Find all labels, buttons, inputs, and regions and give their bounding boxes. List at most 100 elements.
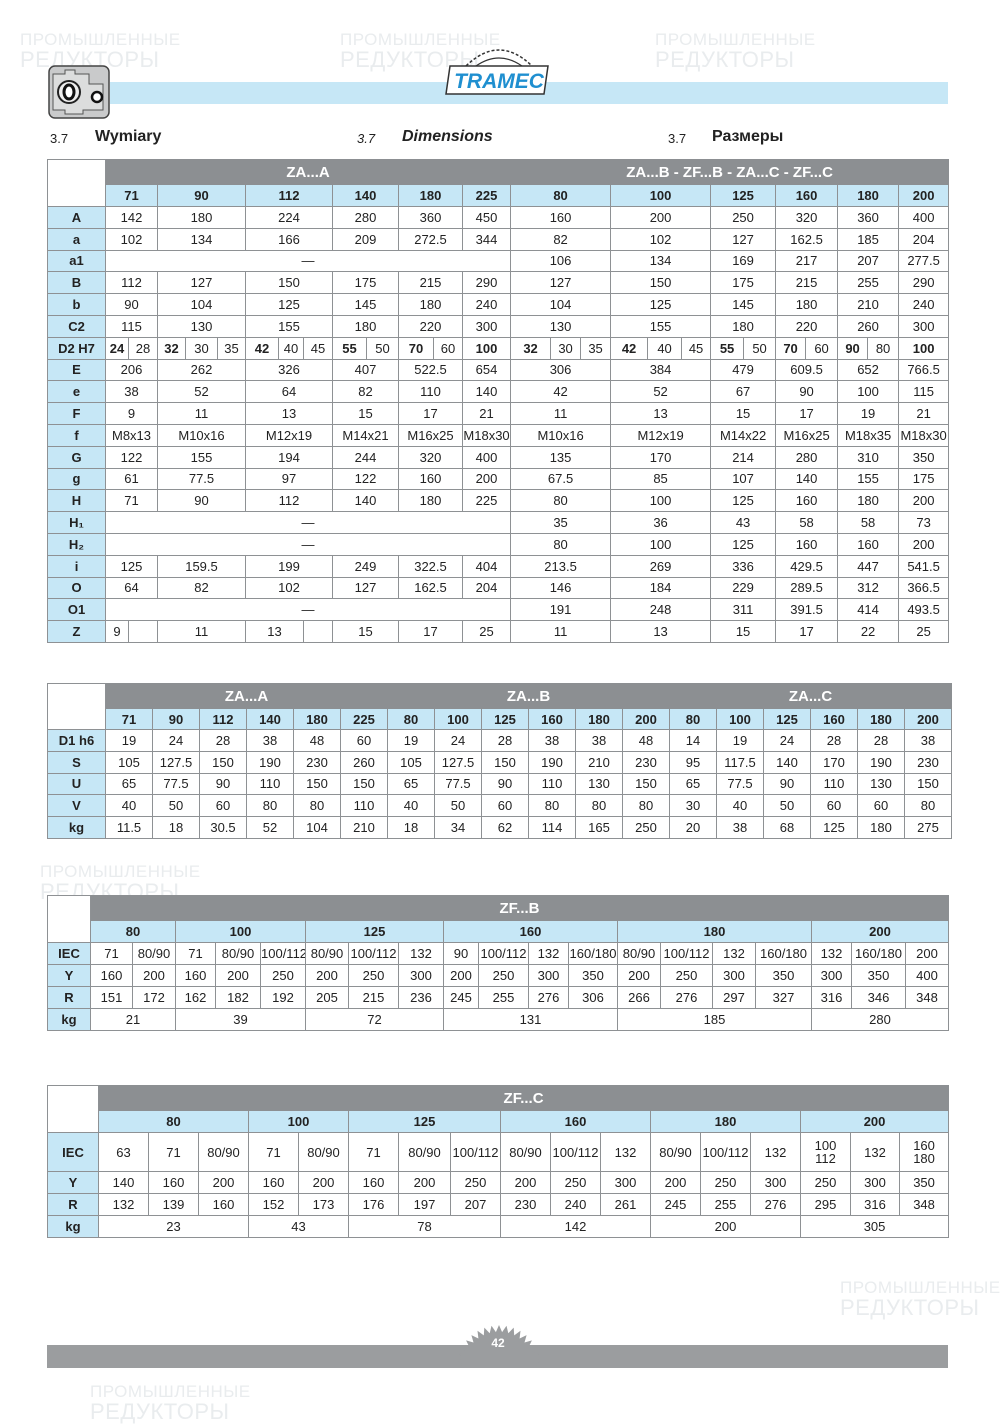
table-cell: 30 — [185, 336, 218, 360]
table-cell: 125 — [810, 816, 858, 839]
table-cell: 15 — [332, 620, 399, 643]
table-cell: 139 — [148, 1193, 199, 1216]
table-corner — [47, 895, 91, 943]
row-label: Y — [47, 1171, 99, 1194]
table-cell: 152 — [248, 1193, 299, 1216]
table-cell: 140 — [332, 489, 399, 513]
size-header-row: 71 90 112 140 180 225 80 100 125 160 180 200 80 100 12… — [48, 708, 952, 730]
size-header-row: 80 100 125 160 180 200 — [48, 1110, 950, 1133]
table-cell: 151 — [90, 986, 133, 1009]
table-cell: 28 — [810, 729, 858, 752]
table-cell: 40 — [278, 336, 304, 360]
table-cell: 200 — [650, 1215, 801, 1238]
table-cell: 200 — [650, 1171, 701, 1194]
table-cell: 140 — [98, 1171, 149, 1194]
table-cell: 100 — [898, 336, 950, 360]
group-header: ZA...A — [105, 683, 388, 709]
row-label: kg — [47, 1215, 99, 1238]
row-label: S — [47, 750, 106, 774]
row-label: H — [47, 489, 106, 513]
table-cell: 13 — [610, 620, 712, 643]
table-cell: 125 — [245, 293, 333, 316]
table-cell: 45 — [303, 336, 333, 360]
table-cell: 190 — [528, 750, 576, 774]
table-cell: 155 — [245, 314, 333, 338]
table-cell: 200 — [443, 964, 479, 987]
table-cell: 185 — [837, 227, 900, 251]
table-cell: 160 — [90, 964, 133, 987]
table-cell: 131 — [443, 1008, 618, 1031]
table-row: C2 115 130 155 180 220 300 130 155 180 220 260 300 — [47, 314, 950, 338]
size-header: 80 — [387, 708, 435, 730]
table-cell: 60 — [481, 794, 529, 818]
table-cell: 102 — [245, 576, 333, 600]
table-cell: 160 — [175, 964, 216, 987]
table-cell: 71 — [175, 942, 216, 965]
watermark: ПРОМЫШЛЕННЫЕ РЕДУКТОРЫ — [655, 30, 816, 72]
size-header: 80 — [510, 184, 612, 207]
row-label: H₂ — [47, 532, 106, 556]
row-label: C2 — [47, 314, 106, 338]
table-cell: 175 — [898, 467, 950, 491]
table-cell: 38 — [528, 729, 576, 752]
zf-b-iec-table: ZF...B 80 100 125 160 180 200 IEC 71 80/90 71 80/90… — [47, 895, 950, 1031]
table-cell: 160 — [198, 1193, 249, 1216]
table-cell: 312 — [837, 576, 900, 600]
table-cell: 493.5 — [898, 598, 950, 622]
table-cell: 11.5 — [105, 816, 153, 839]
size-header: 180 — [650, 1110, 801, 1133]
table-cell: 115 — [898, 380, 950, 404]
group-header: ZA...B — [387, 683, 670, 709]
table-cell: 71 — [90, 942, 133, 965]
table-cell: 326 — [245, 358, 333, 382]
section-number: 3.7 — [50, 131, 69, 146]
table-cell: 207 — [837, 249, 900, 273]
size-header: 125 — [763, 708, 811, 730]
table-cell: 300 — [898, 314, 950, 338]
table-cell: 199 — [245, 554, 333, 578]
row-label: F — [47, 402, 106, 425]
group-header: ZF...B — [89, 895, 950, 921]
table-cell: 204 — [461, 576, 512, 600]
table-cell: M8x13 — [105, 423, 158, 447]
table-cell: M16x25 — [398, 423, 463, 447]
table-cell: 200 — [500, 1171, 551, 1194]
table-cell: 25 — [898, 620, 950, 643]
table-cell: 250 — [550, 1171, 601, 1194]
table-cell: 11 — [510, 402, 612, 425]
table-cell: M16x25 — [775, 423, 839, 447]
table-cell: 18 — [152, 816, 200, 839]
table-cell: 80/90 — [198, 1132, 249, 1172]
table-row: IEC 63 71 80/90 71 80/90 71 80/90 100/112 80/90 10… — [47, 1132, 950, 1172]
table-cell: 300 — [528, 964, 569, 987]
table-cell: 391.5 — [775, 598, 839, 622]
table-cell: 165 — [575, 816, 623, 839]
svg-text:TRAMEC: TRAMEC — [454, 70, 545, 93]
table-row: G 122 155 194 244 320 400 135 170 214 280 310 350 — [47, 445, 950, 469]
table-cell: 162.5 — [775, 227, 839, 251]
table-cell: 200 — [898, 489, 950, 513]
table-cell: 160 — [148, 1171, 199, 1194]
table-cell: 45 — [681, 336, 712, 360]
table-cell: 20 — [669, 816, 717, 839]
group-header: ZA...B - ZF...B - ZA...C - ZF...C — [510, 159, 950, 185]
table-cell: 215 — [348, 986, 399, 1009]
table-cell: 166 — [245, 227, 333, 251]
table-cell: 105 — [105, 750, 153, 774]
table-cell: 32 — [157, 336, 186, 360]
group-header: ZA...C — [669, 683, 952, 709]
table-cell: 17 — [775, 620, 839, 643]
table-cell: 38 — [246, 729, 294, 752]
table-cell: 132 — [528, 942, 569, 965]
size-header: 100 — [434, 708, 482, 730]
table-cell: 115 — [105, 314, 158, 338]
table-cell: 384 — [610, 358, 712, 382]
table-cell: 182 — [215, 986, 261, 1009]
table-cell: M12x19 — [245, 423, 333, 447]
table-cell: 250 — [450, 1171, 501, 1194]
table-cell: 255 — [837, 271, 900, 295]
table-row: Y 160 200 160 200 250 200 250 300 200 250 300 350 200… — [47, 964, 950, 987]
table-cell: 67.5 — [510, 467, 612, 491]
table-cell: 280 — [810, 1008, 950, 1031]
table-cell: 43 — [710, 511, 777, 534]
